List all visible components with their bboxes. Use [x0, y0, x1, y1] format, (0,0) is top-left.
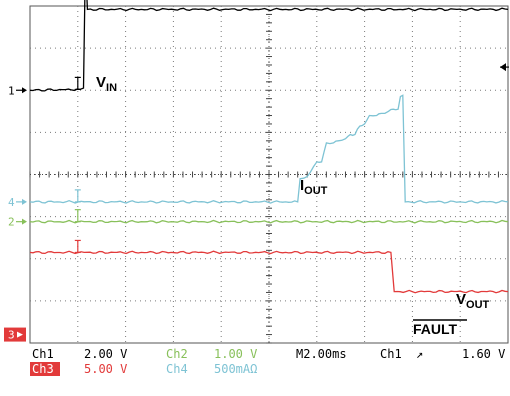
channel-marker-label: 1	[8, 84, 15, 97]
trace-ch4	[29, 94, 509, 204]
channel-marker-label: 3	[8, 329, 15, 342]
channel-marker-1: 1	[8, 84, 27, 97]
readout-ch2-scale: 1.00 V	[214, 347, 257, 361]
readout-ch2-name: Ch2	[166, 347, 188, 361]
readout-trigger-level: 1.60 V	[462, 347, 505, 361]
traces	[29, 0, 509, 294]
readout-ch3-name: Ch3	[32, 362, 54, 376]
cursor-mark-ch2	[74, 209, 81, 223]
readout-panel: Ch1 2.00 V Ch2 1.00 V M2.00ms Ch1 ↗ 1.60…	[30, 347, 505, 376]
label-vin: VIN	[96, 74, 117, 94]
channel-marker-label: 4	[8, 196, 15, 209]
channel-marker-label: 2	[8, 216, 15, 229]
readout-ch3-highlight	[30, 362, 60, 376]
graticule	[29, 5, 509, 344]
trace-ch1	[29, 0, 509, 92]
channel-marker-3: 3	[4, 327, 26, 342]
label-vout: VOUT	[456, 291, 490, 311]
readout-ch3-scale: 5.00 V	[84, 362, 127, 376]
cursor-mark-ch3	[74, 239, 81, 254]
readout-ch1-name: Ch1	[32, 347, 54, 361]
channel-markers: 1 4 2 3	[4, 63, 509, 342]
trace-ch3	[29, 250, 509, 294]
label-iout: IOUT	[300, 177, 328, 197]
label-fault: FAULT	[413, 321, 458, 337]
cursor-mark-ch1	[74, 76, 81, 91]
readout-trigger-slope-icon: ↗	[416, 347, 423, 361]
channel-marker-2: 2	[8, 216, 27, 229]
readout-ch4-scale: 500mAΩ	[214, 362, 257, 376]
trace-ch2	[29, 219, 509, 224]
readout-ch1-scale: 2.00 V	[84, 347, 127, 361]
readout-timebase: M2.00ms	[296, 347, 347, 361]
channel-marker-4: 4	[8, 196, 27, 209]
cursor-mark-ch4	[74, 189, 81, 203]
readout-ch4-name: Ch4	[166, 362, 188, 376]
readout-trigger-source: Ch1	[380, 347, 402, 361]
